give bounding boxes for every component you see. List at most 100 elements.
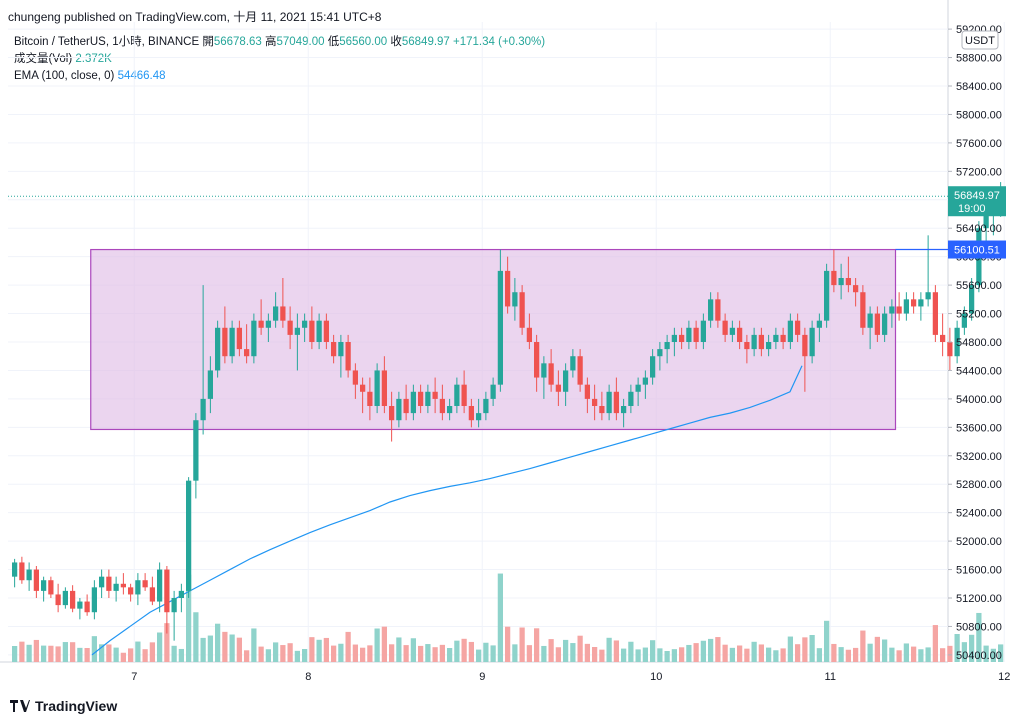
candle-body	[258, 320, 264, 328]
volume-bar	[389, 644, 395, 662]
volume-bar	[722, 644, 728, 662]
volume-bar	[352, 644, 358, 662]
candle-body	[142, 580, 148, 588]
volume-bar	[120, 652, 126, 662]
candle-body	[483, 398, 489, 414]
candle-body	[323, 320, 329, 342]
volume-bar	[700, 640, 706, 662]
candle-body	[113, 583, 119, 591]
price-tick-label: 55200.00	[956, 309, 1002, 321]
volume-bar	[157, 632, 163, 662]
brand-name: TradingView	[35, 698, 118, 714]
candle-body	[657, 349, 663, 357]
candle-body	[577, 356, 583, 385]
candle-body	[19, 562, 25, 581]
volume-bar	[809, 635, 815, 662]
volume-bar	[338, 643, 344, 662]
volume-bar	[403, 645, 409, 662]
candle-body	[766, 342, 772, 350]
candle-body	[12, 562, 18, 577]
price-tick-label: 57600.00	[956, 138, 1002, 150]
time-tick-label: 10	[650, 671, 662, 683]
candle-body	[338, 342, 344, 357]
symbol-label[interactable]: Bitcoin / TetherUS, 1小時, BINANCE	[14, 36, 200, 48]
volume-bar	[737, 645, 743, 662]
candle-body	[48, 580, 54, 595]
volume-bar	[795, 644, 801, 662]
volume-bar	[990, 648, 996, 662]
candle-body	[831, 270, 837, 286]
volume-bar	[831, 643, 837, 662]
candle-body	[207, 370, 213, 399]
volume-bar	[244, 650, 250, 662]
footer-brand[interactable]: TradingView	[10, 698, 117, 714]
volume-bar	[853, 647, 859, 662]
volume-bar	[621, 648, 627, 662]
volume-bar	[200, 637, 206, 662]
volume-bar	[236, 637, 242, 662]
volume-bar	[642, 647, 648, 662]
candle-body	[251, 320, 257, 357]
candle-body	[969, 285, 975, 314]
open-value: 56678.63	[213, 36, 262, 48]
volume-bar	[178, 648, 184, 662]
volume-bar	[686, 644, 692, 662]
price-tick-label: 53200.00	[956, 451, 1002, 463]
candle-body	[809, 327, 815, 357]
candle-body	[128, 587, 134, 595]
volume-bar	[541, 645, 547, 662]
volume-bar	[998, 644, 1004, 662]
candle-body	[693, 327, 699, 342]
candle-body	[787, 320, 793, 342]
candle-body	[149, 587, 155, 602]
volume-bar	[903, 643, 909, 662]
candle-body	[889, 306, 895, 314]
candle-body	[795, 320, 801, 335]
ema-line	[91, 365, 803, 656]
volume-bar	[309, 637, 315, 662]
volume-bar	[331, 645, 337, 662]
volume-bar	[207, 635, 213, 662]
time-axis: 7 8 9 10 11 12	[131, 671, 1010, 683]
candle-body	[280, 306, 286, 321]
candle-body	[381, 370, 387, 406]
candle-body	[548, 363, 554, 385]
candle-body	[744, 342, 750, 350]
volume-bar	[70, 642, 76, 662]
volume-bar	[947, 645, 953, 662]
volume-bar	[679, 647, 685, 662]
volume-label[interactable]: 成交量(Vol)	[14, 53, 73, 65]
legend-volume-row[interactable]: 成交量(Vol) 2.372K	[14, 51, 545, 68]
volume-bar	[280, 645, 286, 662]
volume-bar	[396, 637, 402, 662]
candle-body	[193, 420, 199, 481]
candle-body	[686, 327, 692, 342]
currency-badge[interactable]: USDT	[961, 30, 999, 50]
price-tick-label: 55600.00	[956, 280, 1002, 292]
legend-ohlc-row[interactable]: Bitcoin / TetherUS, 1小時, BINANCE 開56678.…	[14, 34, 545, 51]
volume-bar	[294, 650, 300, 662]
price-tick-label: 51600.00	[956, 565, 1002, 577]
volume-bar	[940, 648, 946, 662]
volume-bar	[91, 636, 97, 662]
candle-body	[236, 327, 242, 350]
volume-bar	[425, 644, 431, 662]
volume-bar	[273, 642, 279, 662]
volume-bar	[287, 643, 293, 662]
candle-body	[599, 406, 605, 414]
volume-bar	[302, 649, 308, 662]
ema-label[interactable]: EMA (100, close, 0)	[14, 70, 115, 82]
candle-body	[497, 270, 503, 385]
volume-bar	[816, 648, 822, 662]
volume-bar	[671, 649, 677, 662]
legend-ema-row[interactable]: EMA (100, close, 0) 54466.48	[14, 68, 545, 85]
volume-bar	[838, 647, 844, 662]
high-label: 高	[265, 36, 277, 48]
price-tick-label: 58000.00	[956, 109, 1002, 121]
candle-body	[592, 398, 598, 406]
candle-body	[715, 299, 721, 321]
candle-body	[671, 334, 677, 342]
candle-body	[700, 320, 706, 342]
